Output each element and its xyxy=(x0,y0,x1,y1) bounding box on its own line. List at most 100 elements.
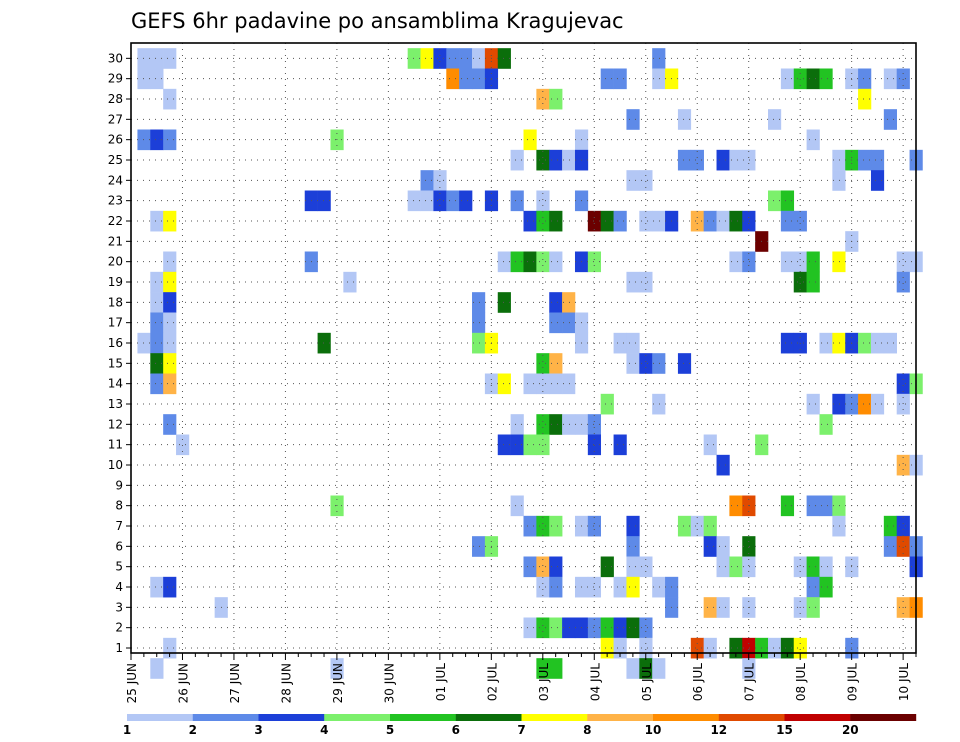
precip-cell xyxy=(446,68,460,90)
precip-cell xyxy=(150,353,164,374)
precip-cell xyxy=(562,373,576,395)
precip-cell xyxy=(163,353,177,374)
precip-cell xyxy=(549,658,563,679)
precip-cell xyxy=(677,149,692,171)
precip-cell xyxy=(639,210,653,232)
precip-cell xyxy=(652,353,666,374)
colorbar-label: 12 xyxy=(710,723,727,737)
precip-cell xyxy=(343,271,357,293)
precip-cell xyxy=(472,68,486,90)
precip-cell xyxy=(883,515,897,537)
precip-cell xyxy=(626,170,640,191)
precip-cell xyxy=(793,251,807,273)
precip-cell xyxy=(742,149,756,171)
colorbar-label: 5 xyxy=(386,723,394,737)
colorbar-swatch xyxy=(784,714,851,721)
colorbar-swatch xyxy=(258,714,325,721)
precip-cell xyxy=(703,597,717,618)
precip-cell xyxy=(639,556,653,578)
colorbar-swatch xyxy=(390,714,456,721)
precip-cell xyxy=(896,393,910,415)
x-tick-label: 09 JUL xyxy=(846,663,860,701)
y-tick-label: 16 xyxy=(108,336,123,350)
precip-cell xyxy=(163,292,177,313)
precip-cell xyxy=(883,109,897,130)
precip-cell xyxy=(806,251,820,273)
precip-cell xyxy=(562,617,576,639)
precip-cell xyxy=(510,414,524,435)
precip-cell xyxy=(472,312,486,334)
precip-cell xyxy=(536,210,550,232)
precip-cell xyxy=(768,190,782,212)
x-axis: 25 JUN 26 JUN 27 JUN 28 JUN 29 JUN 30 JUN 01 J… xyxy=(125,653,917,703)
y-tick-label: 3 xyxy=(115,600,123,614)
precip-cell xyxy=(639,617,653,639)
precip-cell xyxy=(163,414,177,435)
precip-cell xyxy=(858,68,872,90)
y-tick-label: 15 xyxy=(108,356,123,370)
x-tick-label: 27 JUN xyxy=(228,663,242,703)
precip-cell xyxy=(600,617,614,639)
y-tick-label: 13 xyxy=(108,397,123,411)
colorbar-swatch xyxy=(718,714,785,721)
precip-cell xyxy=(819,414,833,435)
precip-cell xyxy=(819,68,833,90)
precip-cell xyxy=(768,109,782,130)
precip-cell xyxy=(150,332,164,354)
precip-cell xyxy=(536,88,550,110)
precip-cell xyxy=(150,373,164,395)
precip-cell xyxy=(549,251,563,273)
y-tick-label: 4 xyxy=(115,580,123,594)
y-tick-label: 25 xyxy=(108,153,123,167)
precip-cell xyxy=(150,68,164,90)
precip-cell xyxy=(870,149,885,171)
precip-cell xyxy=(639,170,653,191)
precip-cell xyxy=(832,149,846,171)
heatmap-cells xyxy=(137,48,923,679)
precip-cell xyxy=(896,515,910,537)
precip-cell xyxy=(613,617,627,639)
precip-cell xyxy=(163,251,177,273)
y-tick-label: 2 xyxy=(115,621,123,635)
precip-cell xyxy=(433,190,447,212)
precip-cell xyxy=(819,332,833,354)
precip-cell xyxy=(549,373,563,395)
precip-cell xyxy=(137,68,151,90)
precip-cell xyxy=(652,576,666,598)
x-tick-label: 03 JUL xyxy=(537,663,551,701)
precip-cell xyxy=(472,536,486,557)
precip-cell xyxy=(652,48,666,69)
precip-cell xyxy=(163,88,177,110)
precip-cell xyxy=(716,536,730,557)
precip-cell xyxy=(549,556,563,578)
precip-cell xyxy=(587,515,602,537)
precip-cell xyxy=(729,149,743,171)
precip-cell xyxy=(806,271,820,293)
precip-cell xyxy=(562,312,576,334)
y-tick-label: 5 xyxy=(115,560,123,574)
precip-cell xyxy=(176,434,190,456)
precip-cell xyxy=(163,332,177,354)
precip-cell xyxy=(137,332,151,354)
precip-cell xyxy=(497,48,511,69)
precip-cell xyxy=(549,210,563,232)
precip-cell xyxy=(652,68,666,90)
precip-cell xyxy=(459,190,473,212)
precip-cell xyxy=(472,292,486,313)
precip-cell xyxy=(729,495,743,517)
precip-cell xyxy=(870,170,885,191)
precip-cell xyxy=(420,48,434,69)
precip-cell xyxy=(150,292,164,313)
x-tick-label: 05 JUL xyxy=(640,663,654,701)
y-tick-label: 17 xyxy=(108,316,123,330)
y-tick-label: 20 xyxy=(108,255,123,269)
colorbar-label: 20 xyxy=(842,723,859,737)
precip-cell xyxy=(626,617,640,639)
precip-cell xyxy=(626,353,640,374)
colorbar-label: 7 xyxy=(517,723,525,737)
precip-cell xyxy=(896,454,910,476)
colorbar-label: 8 xyxy=(583,723,591,737)
precip-cell xyxy=(626,576,640,598)
precip-cell xyxy=(523,129,537,151)
